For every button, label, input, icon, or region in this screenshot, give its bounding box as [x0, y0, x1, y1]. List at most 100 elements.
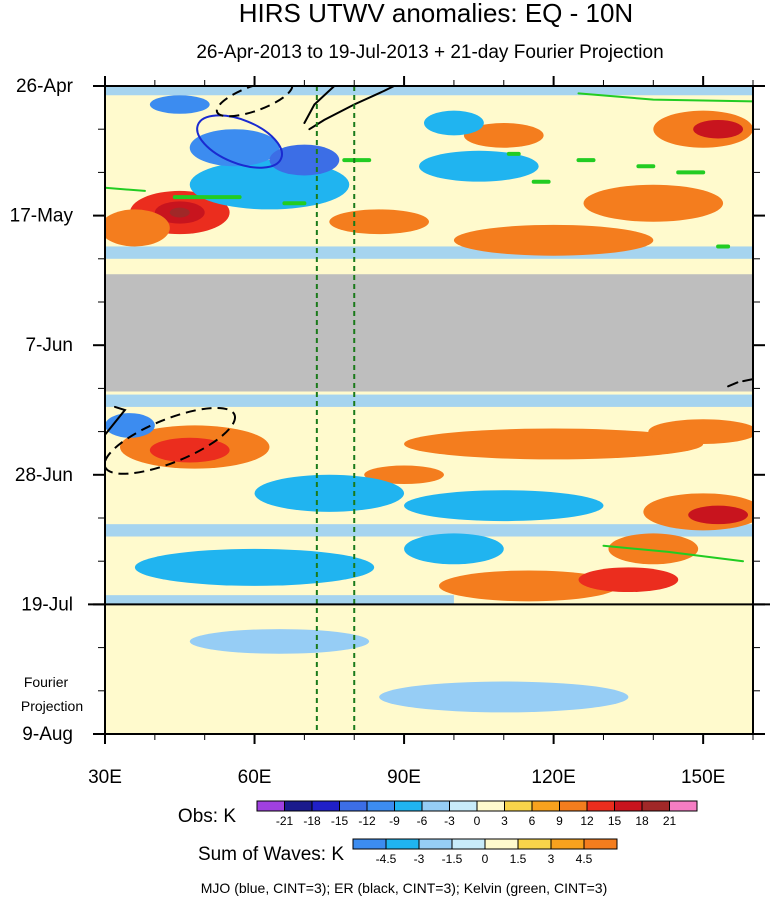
anomaly-feature-6 — [463, 123, 544, 148]
obs-legend-swatch-8 — [476, 800, 505, 812]
anomaly-feature-17 — [149, 437, 230, 463]
obs-legend-level-2: -15 — [331, 814, 349, 828]
obs-legend-level-1: -18 — [303, 814, 321, 828]
obs-legend-swatch-5 — [394, 800, 423, 812]
anomaly-feature-32 — [379, 681, 629, 713]
x-tick-label-1: 60E — [238, 767, 272, 788]
waves-legend-swatch-2 — [418, 838, 453, 850]
waves-legend-swatch-7 — [583, 838, 618, 850]
waves-legend-label: Sum of Waves: K — [198, 844, 344, 865]
anomaly-feature-12 — [269, 144, 340, 176]
plot-area — [105, 86, 753, 734]
obs-legend-level-14: 21 — [663, 814, 677, 828]
anomaly-feature-5 — [693, 119, 744, 139]
er-contour-path-1 — [303, 86, 336, 124]
waves-legend-level-6: 4.5 — [576, 852, 593, 866]
anomaly-feature-31 — [189, 629, 370, 654]
kelvin-contour-path-5 — [105, 186, 146, 192]
anomaly-band-3 — [105, 524, 753, 537]
er-contour-path-2 — [105, 405, 127, 436]
anomaly-feature-8 — [453, 224, 654, 256]
waves-legend-level-2: -1.5 — [442, 852, 463, 866]
obs-legend-swatch-7 — [449, 800, 478, 812]
anomaly-feature-23 — [438, 570, 619, 602]
anomaly-feature-7 — [583, 184, 724, 222]
anomaly-feature-29 — [254, 474, 405, 512]
waves-legend-level-3: 0 — [482, 852, 489, 866]
anomaly-band-1 — [105, 246, 753, 259]
anomaly-feature-22 — [688, 505, 749, 525]
er-contour-path-3 — [722, 378, 753, 390]
obs-legend-level-5: -6 — [417, 814, 428, 828]
y-tick-label-1: 17-May — [10, 206, 74, 227]
obs-legend-swatch-3 — [339, 800, 368, 812]
obs-legend-level-3: -12 — [358, 814, 376, 828]
obs-legend-swatch-15 — [669, 800, 698, 812]
waves-legend-swatch-4 — [484, 838, 519, 850]
obs-legend-level-0: -21 — [276, 814, 294, 828]
waves-legend-swatch-0 — [352, 838, 387, 850]
waves-legend-swatch-6 — [550, 838, 585, 850]
footer-note: MJO (blue, CINT=3); ER (black, CINT=3); … — [201, 880, 608, 896]
x-tick-label-2: 90E — [387, 767, 421, 788]
anomaly-feature-30 — [404, 533, 504, 565]
reference-lines — [315, 86, 356, 734]
obs-legend-level-7: 0 — [474, 814, 481, 828]
obs-legend-level-6: -3 — [444, 814, 455, 828]
anomaly-feature-24 — [578, 567, 679, 593]
y-tick-label-0: 26-Apr — [16, 76, 74, 97]
anomaly-feature-27 — [134, 548, 375, 586]
obs-legend-swatch-2 — [311, 800, 340, 812]
x-tick-label-0: 30E — [88, 767, 122, 788]
anomaly-feature-11 — [189, 129, 280, 167]
anomaly-feature-25 — [608, 533, 699, 565]
anomaly-feature-3 — [105, 209, 170, 247]
obs-legend-swatch-11 — [559, 800, 588, 812]
anomaly-band-4 — [105, 595, 454, 605]
chart-title: HIRS UTWV anomalies: EQ - 10N — [239, 0, 633, 28]
y-tick-label-5: 9-Aug — [22, 724, 73, 745]
obs-legend-level-9: 6 — [529, 814, 536, 828]
projection-label-line1: Fourier — [24, 674, 69, 690]
anomaly-feature-28 — [404, 490, 604, 522]
y-tick-label-3: 28-Jun — [15, 465, 73, 486]
projection-label-line2: Projection — [21, 698, 83, 714]
y-tick-label-4: 19-Jul — [21, 594, 73, 615]
anomaly-feature-26 — [364, 465, 444, 485]
waves-legend-level-4: 1.5 — [510, 852, 527, 866]
x-tick-label-4: 150E — [681, 767, 725, 788]
obs-legend-swatch-10 — [531, 800, 560, 812]
obs-legend-label: Obs: K — [178, 806, 236, 827]
obs-legend-level-4: -9 — [389, 814, 400, 828]
anomaly-band-0 — [105, 86, 753, 96]
anomaly-band-2 — [105, 394, 753, 407]
obs-legend-swatch-1 — [284, 800, 313, 812]
plot-frame — [104, 85, 754, 735]
anomaly-feature-2 — [169, 207, 190, 218]
chart-subtitle: 26-Apr-2013 to 19-Jul-2013 + 21-day Four… — [196, 42, 663, 63]
kelvin-contour-path-4 — [577, 92, 753, 103]
obs-legend-swatch-6 — [421, 800, 450, 812]
anomaly-feature-20 — [648, 419, 753, 444]
anomaly-feature-15 — [424, 110, 484, 136]
waves-legend-swatch-5 — [517, 838, 552, 850]
anomaly-feature-9 — [329, 209, 429, 235]
x-tick-label-3: 120E — [531, 767, 575, 788]
waves-legend-swatch-1 — [385, 838, 420, 850]
obs-legend-swatch-12 — [586, 800, 615, 812]
waves-legend: -4.5 -3 -1.5 0 1.5 3 4.5 — [352, 838, 618, 866]
obs-legend-level-12: 15 — [608, 814, 622, 828]
y-tick-label-2: 7-Jun — [25, 335, 73, 356]
obs-legend-swatch-0 — [256, 800, 285, 812]
obs-legend-swatch-13 — [614, 800, 643, 812]
waves-legend-level-5: 3 — [548, 852, 555, 866]
kelvin-contour-path-6 — [602, 544, 744, 563]
waves-legend-level-0: -4.5 — [376, 852, 397, 866]
waves-legend-swatch-3 — [451, 838, 486, 850]
anomaly-feature-14 — [419, 150, 539, 182]
axes: 30E 60E 90E 120E 150E 26-Apr 17-May 7-Jun 28-Jun… — [10, 76, 765, 788]
obs-legend-swatch-14 — [641, 800, 670, 812]
anomaly-feature-13 — [149, 95, 210, 114]
obs-legend-level-13: 18 — [635, 814, 649, 828]
